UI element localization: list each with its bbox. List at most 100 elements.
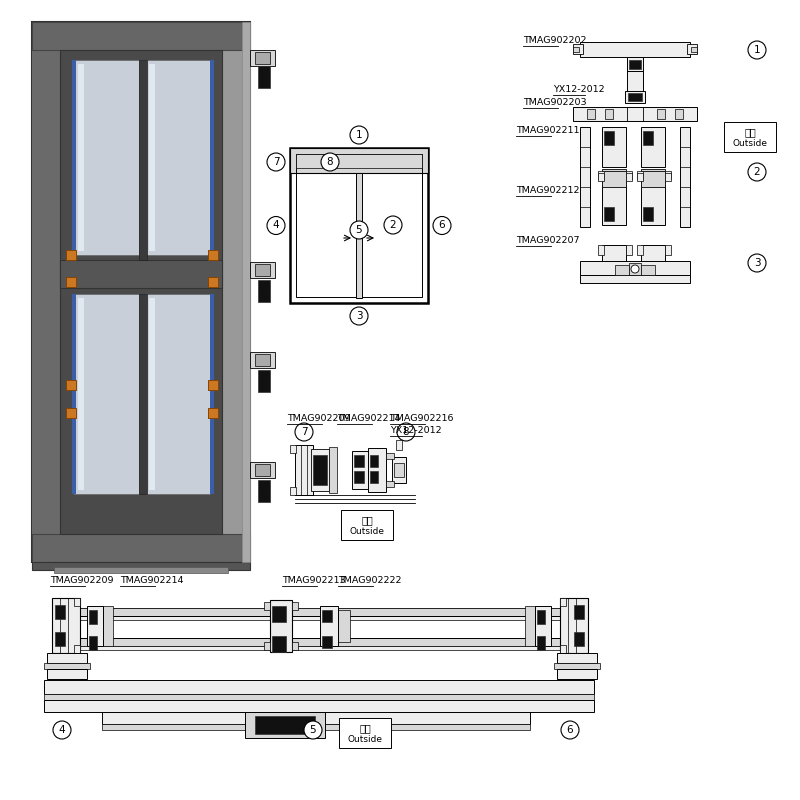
Text: 3: 3 bbox=[754, 258, 760, 268]
Text: 室外: 室外 bbox=[361, 515, 373, 525]
Bar bbox=[145, 294, 210, 494]
Bar bbox=[292, 642, 298, 650]
Text: 7: 7 bbox=[273, 157, 279, 167]
Bar bbox=[687, 44, 697, 54]
Bar bbox=[250, 50, 275, 66]
Bar bbox=[627, 57, 643, 71]
Bar bbox=[525, 606, 535, 646]
Bar bbox=[535, 606, 551, 646]
Text: 1: 1 bbox=[356, 130, 362, 140]
Bar bbox=[264, 642, 270, 650]
Text: 1: 1 bbox=[754, 45, 760, 55]
Bar bbox=[641, 127, 665, 167]
Bar bbox=[78, 298, 84, 490]
Bar bbox=[598, 173, 604, 181]
Bar bbox=[44, 663, 90, 669]
Text: TMAG902222: TMAG902222 bbox=[338, 576, 402, 585]
Bar bbox=[320, 606, 338, 646]
Bar bbox=[220, 22, 250, 562]
Bar bbox=[66, 408, 76, 418]
Bar bbox=[574, 605, 584, 619]
Bar bbox=[560, 598, 566, 606]
Bar bbox=[66, 277, 76, 287]
Bar bbox=[386, 481, 394, 487]
Bar bbox=[625, 91, 645, 103]
Bar bbox=[602, 169, 626, 183]
Bar bbox=[627, 71, 643, 91]
Circle shape bbox=[631, 265, 639, 273]
Text: TMAG902216: TMAG902216 bbox=[390, 414, 454, 423]
Bar bbox=[290, 148, 428, 303]
Text: 5: 5 bbox=[356, 225, 362, 235]
Bar bbox=[55, 605, 65, 619]
Bar bbox=[102, 712, 530, 724]
Bar bbox=[208, 380, 218, 390]
Bar bbox=[32, 22, 62, 562]
Bar bbox=[242, 22, 250, 562]
Text: 2: 2 bbox=[754, 167, 760, 177]
Circle shape bbox=[53, 721, 71, 739]
Circle shape bbox=[397, 423, 415, 441]
Text: TMAG902212: TMAG902212 bbox=[516, 186, 579, 195]
Bar bbox=[641, 185, 665, 225]
Bar bbox=[103, 606, 113, 646]
Bar bbox=[139, 294, 147, 494]
Bar bbox=[604, 131, 614, 145]
Bar bbox=[580, 261, 690, 275]
Bar bbox=[665, 173, 671, 181]
Bar bbox=[643, 207, 653, 221]
Bar bbox=[354, 471, 364, 483]
Bar bbox=[352, 451, 368, 489]
Circle shape bbox=[295, 423, 313, 441]
Bar bbox=[392, 457, 406, 483]
Bar bbox=[272, 606, 286, 622]
Text: 室外: 室外 bbox=[744, 127, 756, 137]
Bar bbox=[255, 354, 270, 366]
Bar bbox=[255, 264, 270, 276]
Bar bbox=[657, 109, 665, 119]
Bar bbox=[574, 632, 584, 646]
Text: Outside: Outside bbox=[350, 527, 385, 537]
Bar bbox=[250, 262, 275, 278]
Circle shape bbox=[321, 153, 339, 171]
Bar bbox=[89, 610, 97, 624]
Bar bbox=[272, 636, 286, 652]
Bar bbox=[250, 462, 275, 478]
Text: TMAG902203: TMAG902203 bbox=[523, 98, 586, 107]
Bar bbox=[665, 245, 671, 255]
Bar bbox=[66, 380, 76, 390]
Bar bbox=[641, 245, 665, 261]
Bar bbox=[208, 408, 218, 418]
Bar bbox=[605, 109, 613, 119]
Bar bbox=[724, 122, 776, 152]
Bar bbox=[629, 263, 641, 275]
Bar bbox=[258, 370, 270, 392]
Bar bbox=[580, 275, 690, 283]
Bar bbox=[675, 109, 683, 119]
Bar bbox=[560, 598, 588, 653]
Bar bbox=[394, 463, 404, 477]
Bar bbox=[602, 245, 626, 261]
Bar bbox=[290, 445, 296, 453]
Bar bbox=[311, 449, 329, 491]
Bar bbox=[637, 245, 643, 255]
Bar bbox=[313, 455, 327, 485]
Bar bbox=[210, 294, 214, 494]
Bar bbox=[74, 60, 139, 255]
Bar bbox=[537, 610, 545, 624]
Circle shape bbox=[304, 721, 322, 739]
Bar bbox=[208, 277, 218, 287]
Bar bbox=[258, 480, 270, 502]
Bar bbox=[72, 294, 76, 494]
Bar bbox=[60, 50, 222, 534]
Bar bbox=[641, 171, 665, 187]
Bar bbox=[87, 606, 103, 646]
Text: Outside: Outside bbox=[733, 139, 767, 149]
Text: 6: 6 bbox=[566, 725, 574, 735]
Circle shape bbox=[748, 254, 766, 272]
Bar bbox=[264, 602, 270, 610]
Bar bbox=[587, 109, 595, 119]
Bar bbox=[77, 616, 583, 620]
Bar bbox=[296, 154, 422, 297]
Bar bbox=[602, 185, 626, 225]
